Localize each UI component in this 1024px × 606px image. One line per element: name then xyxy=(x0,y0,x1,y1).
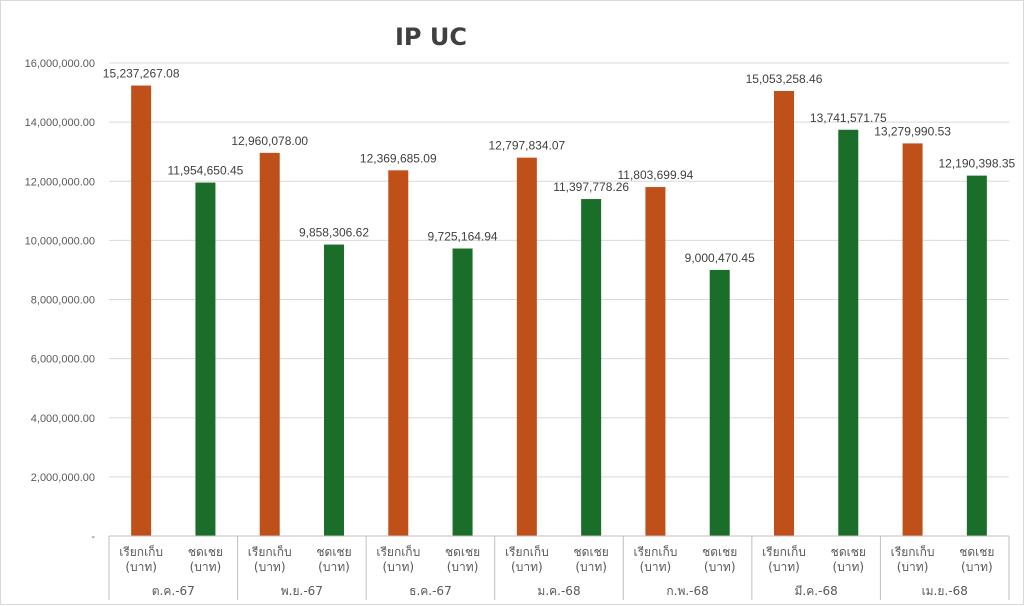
bar xyxy=(516,157,537,536)
bar xyxy=(452,248,473,536)
data-label: 11,954,650.45 xyxy=(167,164,243,178)
data-label: 12,369,685.09 xyxy=(360,151,437,165)
x-category-label: (บาท) xyxy=(704,560,736,574)
y-tick-label: 14,000,000.00 xyxy=(25,117,95,129)
x-category-label: (บาท) xyxy=(640,560,672,574)
x-category-label: (บาท) xyxy=(768,560,800,574)
x-category-label: (บาท) xyxy=(125,560,157,574)
chart-title: IP UC xyxy=(395,23,467,51)
x-category-label: เรียกเก็บ xyxy=(762,544,806,559)
data-label: 15,053,258.46 xyxy=(746,72,823,86)
x-group-label: ม.ค.-68 xyxy=(537,584,580,598)
x-category-label: ชดเชย xyxy=(574,545,609,559)
data-label: 12,960,078.00 xyxy=(231,134,308,148)
data-label: 13,279,990.53 xyxy=(874,124,951,138)
x-category-label: ชดเชย xyxy=(445,545,480,559)
bar xyxy=(324,244,344,536)
bar xyxy=(902,143,923,536)
y-tick-label: 2,000,000.00 xyxy=(31,472,95,484)
x-category-label: (บาท) xyxy=(897,560,929,574)
x-category-label: ชดเชย xyxy=(188,545,223,559)
x-axis: เรียกเก็บ(บาท)ชดเชย(บาท)ต.ค.-67เรียกเก็บ… xyxy=(108,535,1010,600)
y-tick-label: - xyxy=(91,531,95,543)
y-tick-label: 4,000,000.00 xyxy=(31,413,95,425)
data-label: 11,803,699.94 xyxy=(617,168,693,182)
bar xyxy=(966,175,987,537)
bar xyxy=(838,129,859,537)
data-labels: 15,237,267.08 12,960,078.00 12,369,685.09 1… xyxy=(103,67,1016,265)
x-category-label: เรียกเก็บ xyxy=(505,544,549,559)
bars xyxy=(131,85,987,537)
data-label: 11,397,778.26 xyxy=(553,180,629,194)
y-tick-label: 8,000,000.00 xyxy=(31,295,95,307)
x-category-label: (บาท) xyxy=(254,560,286,574)
bar xyxy=(388,170,409,537)
x-category-label: เรียกเก็บ xyxy=(119,544,163,559)
x-category-label: (บาท) xyxy=(190,560,222,574)
bar xyxy=(645,187,666,537)
x-category-label: ชดเชย xyxy=(959,545,994,559)
x-category-label: ชดเชย xyxy=(702,545,737,559)
data-label: 12,797,834.07 xyxy=(488,139,565,153)
data-label: 9,725,164.94 xyxy=(428,229,498,243)
y-tick-label: 16,000,000.00 xyxy=(25,58,95,70)
x-category-label: (บาท) xyxy=(382,560,414,574)
x-category-label: ชดเชย xyxy=(831,545,866,559)
x-group-label: มี.ค.-68 xyxy=(795,584,838,598)
y-tick-label: 12,000,000.00 xyxy=(25,176,95,188)
bar xyxy=(131,85,152,537)
x-category-label: (บาท) xyxy=(832,560,864,574)
y-axis-ticks: - 2,000,000.00 4,000,000.00 6,000,000.00 8,0… xyxy=(25,58,96,543)
data-label: 12,190,398.35 xyxy=(938,157,1015,171)
x-category-label: เรียกเก็บ xyxy=(891,544,935,559)
x-group-label: ธ.ค.-67 xyxy=(409,584,452,598)
x-category-label: (บาท) xyxy=(447,560,479,574)
bar xyxy=(581,199,602,537)
bar xyxy=(195,182,216,537)
x-category-label: เรียกเก็บ xyxy=(634,544,678,559)
x-category-label: (บาท) xyxy=(511,560,543,574)
x-group-label: ต.ค.-67 xyxy=(152,584,195,598)
data-label: 9,000,470.45 xyxy=(685,251,755,265)
bar xyxy=(774,90,794,537)
x-category-label: (บาท) xyxy=(575,560,607,574)
x-category-label: เรียกเก็บ xyxy=(376,544,420,559)
y-tick-label: 10,000,000.00 xyxy=(25,235,95,247)
bar xyxy=(259,152,280,537)
data-label: 15,237,267.08 xyxy=(103,67,180,81)
x-group-label: พ.ย.-67 xyxy=(281,584,323,598)
data-label: 13,741,571.75 xyxy=(810,111,887,125)
x-category-label: ชดเชย xyxy=(316,545,351,559)
data-label: 9,858,306.62 xyxy=(299,226,369,240)
x-category-label: (บาท) xyxy=(961,560,993,574)
gridlines xyxy=(109,62,1009,478)
y-tick-label: 6,000,000.00 xyxy=(31,354,95,366)
x-group-label: ก.พ.-68 xyxy=(666,584,708,598)
x-category-label: (บาท) xyxy=(318,560,350,574)
bar xyxy=(709,269,730,536)
x-category-label: เรียกเก็บ xyxy=(248,544,292,559)
x-group-label: เม.ย.-68 xyxy=(922,584,968,598)
